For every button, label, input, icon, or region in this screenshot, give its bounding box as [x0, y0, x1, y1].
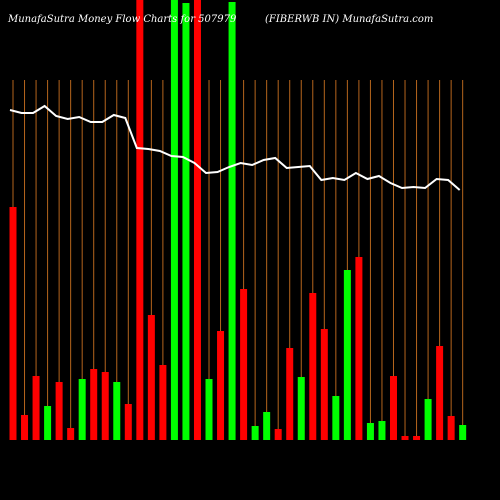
bar	[320, 329, 328, 440]
bar	[413, 436, 421, 440]
bar	[447, 416, 455, 440]
bar	[55, 382, 63, 440]
bar	[90, 369, 98, 440]
bar	[21, 415, 29, 440]
bar	[67, 428, 75, 440]
bar	[355, 257, 363, 440]
bar	[378, 421, 386, 440]
bar	[286, 348, 294, 440]
bar	[205, 379, 213, 440]
bar	[332, 396, 340, 440]
bar	[170, 0, 178, 440]
bar	[436, 346, 444, 440]
chart-subtitle: (FIBERWB IN) MunafaSutra.com	[265, 14, 433, 25]
bar	[182, 3, 190, 440]
bar	[9, 207, 17, 440]
money-flow-line	[9, 104, 461, 191]
bar	[147, 315, 155, 440]
bar	[343, 270, 351, 440]
bar	[113, 382, 121, 440]
bar	[424, 399, 432, 440]
bar	[217, 331, 225, 440]
bar	[309, 293, 317, 440]
bar	[389, 376, 397, 440]
bar	[401, 436, 409, 440]
bar	[78, 379, 86, 440]
bar	[263, 412, 271, 440]
bar	[32, 376, 40, 440]
bar	[124, 404, 132, 440]
bar	[274, 429, 282, 440]
bar	[251, 426, 259, 440]
bar	[366, 423, 374, 440]
bar	[159, 365, 167, 440]
bar	[297, 377, 305, 440]
chart-title: MunafaSutra Money Flow Charts for 507979	[7, 14, 237, 25]
bar	[228, 2, 236, 440]
bar	[459, 425, 467, 440]
bar	[240, 289, 248, 440]
bar	[136, 0, 144, 440]
bar	[101, 372, 109, 440]
bar	[44, 406, 52, 440]
bar	[193, 0, 201, 440]
